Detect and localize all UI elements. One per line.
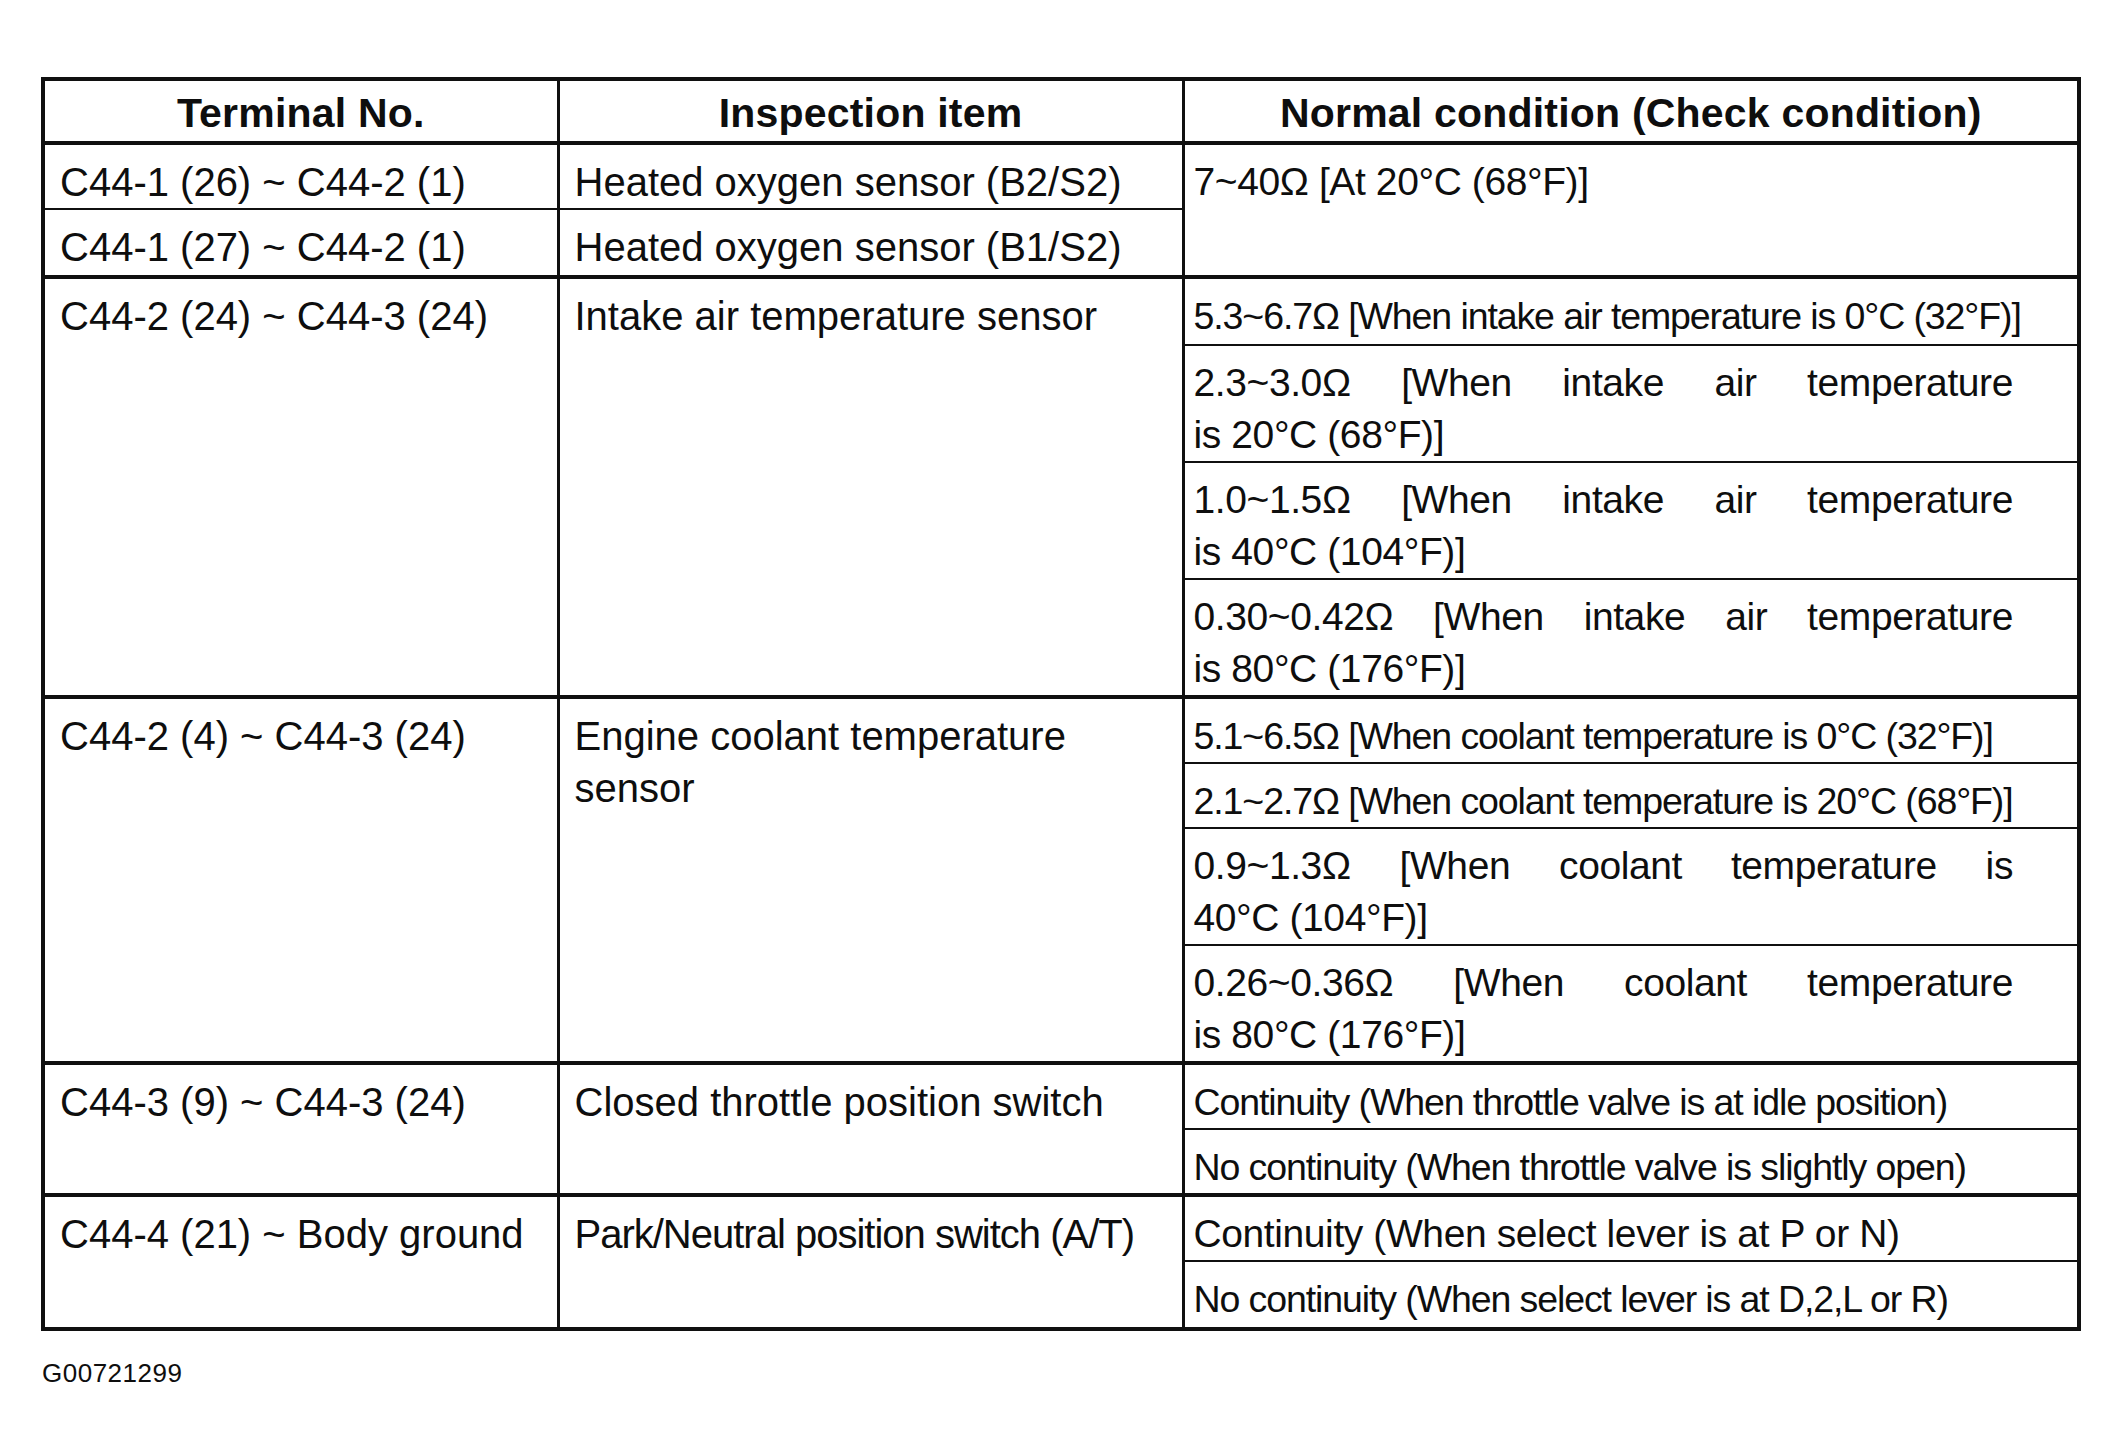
condition-cell: No continuity (When throttle valve is sl…	[1183, 1129, 2079, 1195]
inspection-item-cell: Heated oxygen sensor (B1/S2)	[558, 209, 1183, 277]
condition-line: is 40°C (104°F)]	[1194, 526, 2072, 578]
manual-page: Terminal No. Inspection item Normal cond…	[0, 0, 2116, 1389]
condition-cell: Continuity (When throttle valve is at id…	[1183, 1063, 2079, 1129]
condition-line: Continuity (When throttle valve is at id…	[1194, 1076, 2072, 1128]
condition-line: 7~40Ω [At 20°C (68°F)]	[1194, 156, 2072, 208]
condition-line: 0.30~0.42Ω [When intake air temperature	[1194, 591, 2072, 643]
condition-cell: 0.26~0.36Ω [When coolant temperature is …	[1183, 945, 2079, 1063]
condition-line: Continuity (When select lever is at P or…	[1194, 1208, 2072, 1260]
header-terminal-no: Terminal No.	[43, 79, 558, 143]
table-row: C44-1 (26) ~ C44-2 (1) Heated oxygen sen…	[43, 143, 2079, 209]
condition-cell: Continuity (When select lever is at P or…	[1183, 1195, 2079, 1261]
table-row: C44-4 (21) ~ Body ground Park/Neutral po…	[43, 1195, 2079, 1261]
table-row: C44-3 (9) ~ C44-3 (24) Closed throttle p…	[43, 1063, 2079, 1129]
table-row: C44-2 (24) ~ C44-3 (24) Intake air tempe…	[43, 277, 2079, 345]
table-header-row: Terminal No. Inspection item Normal cond…	[43, 79, 2079, 143]
inspection-item-cell: Closed throttle position switch	[558, 1063, 1183, 1195]
condition-line: 5.1~6.5Ω [When coolant temperature is 0°…	[1194, 710, 2072, 762]
inspection-item-cell: Park/Neutral position switch (A/T)	[558, 1195, 1183, 1329]
condition-cell: 7~40Ω [At 20°C (68°F)]	[1183, 143, 2079, 277]
figure-id-label: G00721299	[42, 1358, 2116, 1389]
terminal-cell: C44-2 (24) ~ C44-3 (24)	[43, 277, 558, 697]
condition-line: 2.3~3.0Ω [When intake air temperature	[1194, 357, 2072, 409]
terminal-cell: C44-2 (4) ~ C44-3 (24)	[43, 697, 558, 1063]
condition-line: 40°C (104°F)]	[1194, 892, 2072, 944]
condition-cell: 0.9~1.3Ω [When coolant temperature is 40…	[1183, 828, 2079, 945]
condition-line: is 80°C (176°F)]	[1194, 643, 2072, 695]
condition-cell: 2.3~3.0Ω [When intake air temperature is…	[1183, 345, 2079, 462]
condition-line: 5.3~6.7Ω [When intake air temperature is…	[1194, 290, 2072, 342]
terminal-cell: C44-4 (21) ~ Body ground	[43, 1195, 558, 1329]
inspection-item-cell: Intake air temperature sensor	[558, 277, 1183, 697]
condition-cell: 1.0~1.5Ω [When intake air temperature is…	[1183, 462, 2079, 579]
condition-cell: 5.1~6.5Ω [When coolant temperature is 0°…	[1183, 697, 2079, 763]
condition-cell: 5.3~6.7Ω [When intake air temperature is…	[1183, 277, 2079, 345]
inspection-item-cell: Engine coolant temperature sensor	[558, 697, 1183, 1063]
condition-cell: No continuity (When select lever is at D…	[1183, 1261, 2079, 1329]
header-normal-condition: Normal condition (Check condition)	[1183, 79, 2079, 143]
terminal-cell: C44-3 (9) ~ C44-3 (24)	[43, 1063, 558, 1195]
inspection-item-cell: Heated oxygen sensor (B2/S2)	[558, 143, 1183, 209]
condition-line: is 80°C (176°F)]	[1194, 1009, 2072, 1061]
condition-line: No continuity (When throttle valve is sl…	[1194, 1141, 2072, 1193]
condition-line: 0.26~0.36Ω [When coolant temperature	[1194, 957, 2072, 1009]
table-row: C44-2 (4) ~ C44-3 (24) Engine coolant te…	[43, 697, 2079, 763]
terminal-inspection-table: Terminal No. Inspection item Normal cond…	[41, 77, 2081, 1331]
terminal-cell: C44-1 (27) ~ C44-2 (1)	[43, 209, 558, 277]
condition-line: No continuity (When select lever is at D…	[1194, 1273, 2072, 1325]
condition-cell: 0.30~0.42Ω [When intake air temperature …	[1183, 579, 2079, 697]
condition-line: 1.0~1.5Ω [When intake air temperature	[1194, 474, 2072, 526]
condition-line: 2.1~2.7Ω [When coolant temperature is 20…	[1194, 775, 2072, 827]
condition-line: 0.9~1.3Ω [When coolant temperature is	[1194, 840, 2072, 892]
condition-line: is 20°C (68°F)]	[1194, 409, 2072, 461]
header-inspection-item: Inspection item	[558, 79, 1183, 143]
condition-cell: 2.1~2.7Ω [When coolant temperature is 20…	[1183, 763, 2079, 828]
terminal-cell: C44-1 (26) ~ C44-2 (1)	[43, 143, 558, 209]
